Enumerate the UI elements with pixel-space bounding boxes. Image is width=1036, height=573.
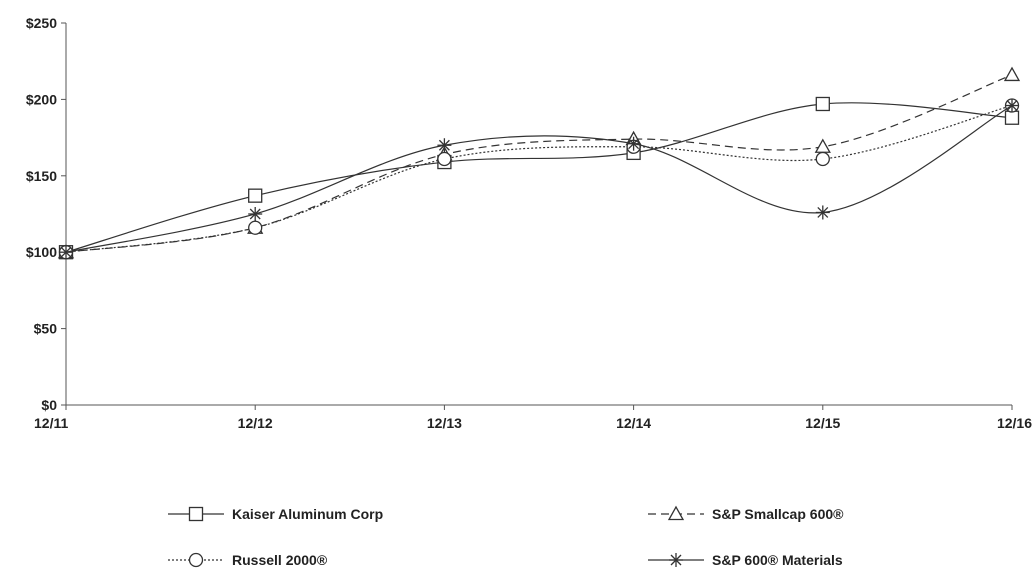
legend-item: Kaiser Aluminum Corp [168, 506, 383, 522]
data-point-star [626, 136, 641, 151]
x-tick-label: 12/11 [34, 415, 68, 431]
y-tick-label: $200 [26, 91, 57, 107]
x-tick-label: 12/15 [805, 415, 840, 431]
data-point-star [59, 245, 73, 260]
legend-marker-square [188, 506, 204, 522]
data-point-circle [248, 220, 263, 235]
x-tick-label: 12/16 [997, 415, 1032, 431]
x-tick-label: 12/13 [427, 415, 462, 431]
y-tick-label: $250 [26, 15, 57, 31]
series-line-4 [65, 104, 1013, 253]
chart-legend: Kaiser Aluminum Corp S&P Smallcap 600® Rus… [168, 505, 844, 568]
legend-marker-triangle [667, 505, 685, 521]
legend-label: S&P Smallcap 600® [712, 506, 844, 522]
data-point-circle [815, 151, 830, 167]
chart-series [57, 66, 1021, 260]
y-tick-label: $150 [26, 168, 57, 184]
data-point-triangle [814, 138, 831, 153]
series-line-1 [65, 102, 1013, 253]
legend-item: S&P Smallcap 600® [648, 505, 844, 522]
y-tick-label: $0 [41, 397, 57, 413]
data-point-star [1005, 98, 1019, 113]
legend-item: Russell 2000® [168, 552, 328, 568]
y-tick-label: $50 [34, 321, 58, 337]
x-tick-label: 12/12 [238, 415, 273, 431]
chart-axes: $0 $50 $100 $150 $200 $250 12/11 12/12 12/13 12/1… [26, 15, 1032, 431]
series-line-3 [65, 104, 1013, 253]
legend-label: Russell 2000® [232, 552, 328, 568]
x-tick-label: 12/14 [616, 415, 651, 431]
data-point-square [1004, 110, 1020, 125]
data-point-star [248, 207, 263, 221]
legend-label: S&P 600® Materials [712, 552, 843, 568]
data-point-triangle [1003, 66, 1021, 82]
data-point-star [815, 205, 830, 220]
series-line-2 [65, 74, 1013, 253]
data-point-square [248, 188, 263, 203]
data-point-star [437, 138, 452, 153]
legend-item: S&P 600® Materials [648, 552, 843, 568]
legend-marker-star [669, 553, 683, 567]
data-point-circle [437, 151, 452, 167]
legend-label: Kaiser Aluminum Corp [232, 506, 383, 522]
y-tick-label: $100 [26, 244, 57, 260]
legend-marker-circle [188, 552, 204, 568]
data-point-square [815, 96, 830, 112]
